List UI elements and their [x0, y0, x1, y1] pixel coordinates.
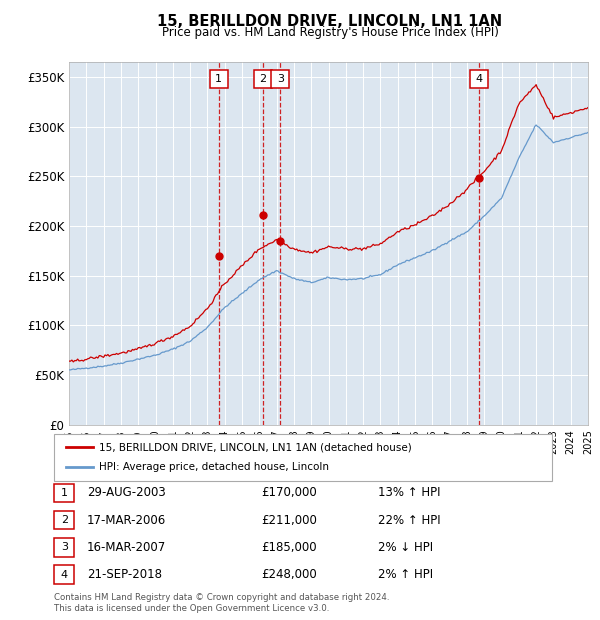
Bar	[54, 434, 552, 481]
FancyBboxPatch shape	[210, 69, 228, 88]
Bar	[54, 565, 74, 584]
FancyBboxPatch shape	[470, 69, 488, 88]
Text: 3: 3	[277, 74, 284, 84]
FancyBboxPatch shape	[271, 69, 289, 88]
Text: 2: 2	[259, 74, 266, 84]
Text: 4: 4	[61, 570, 68, 580]
Text: 22% ↑ HPI: 22% ↑ HPI	[378, 514, 440, 526]
Text: £248,000: £248,000	[261, 569, 317, 581]
Text: 2% ↑ HPI: 2% ↑ HPI	[378, 569, 433, 581]
Text: £211,000: £211,000	[261, 514, 317, 526]
FancyBboxPatch shape	[254, 69, 272, 88]
Text: 13% ↑ HPI: 13% ↑ HPI	[378, 487, 440, 499]
Text: 15, BERILLDON DRIVE, LINCOLN, LN1 1AN: 15, BERILLDON DRIVE, LINCOLN, LN1 1AN	[157, 14, 503, 29]
Text: 29-AUG-2003: 29-AUG-2003	[87, 487, 166, 499]
Text: 16-MAR-2007: 16-MAR-2007	[87, 541, 166, 554]
Text: 15, BERILLDON DRIVE, LINCOLN, LN1 1AN (detached house): 15, BERILLDON DRIVE, LINCOLN, LN1 1AN (d…	[99, 442, 412, 452]
Bar	[54, 538, 74, 557]
Text: 21-SEP-2018: 21-SEP-2018	[87, 569, 162, 581]
Text: 17-MAR-2006: 17-MAR-2006	[87, 514, 166, 526]
Text: £170,000: £170,000	[261, 487, 317, 499]
Text: 2% ↓ HPI: 2% ↓ HPI	[378, 541, 433, 554]
Text: HPI: Average price, detached house, Lincoln: HPI: Average price, detached house, Linc…	[99, 463, 329, 472]
Point	[214, 251, 224, 261]
Bar	[54, 484, 74, 502]
Text: Contains HM Land Registry data © Crown copyright and database right 2024.
This d: Contains HM Land Registry data © Crown c…	[54, 593, 389, 613]
Text: 3: 3	[61, 542, 68, 552]
Text: £185,000: £185,000	[261, 541, 317, 554]
Text: 4: 4	[476, 74, 483, 84]
Point	[258, 210, 268, 220]
Bar	[54, 511, 74, 529]
Point	[475, 174, 484, 184]
Point	[275, 236, 285, 246]
Text: 1: 1	[61, 488, 68, 498]
Text: Price paid vs. HM Land Registry's House Price Index (HPI): Price paid vs. HM Land Registry's House …	[161, 26, 499, 39]
Text: 1: 1	[215, 74, 223, 84]
Text: 2: 2	[61, 515, 68, 525]
